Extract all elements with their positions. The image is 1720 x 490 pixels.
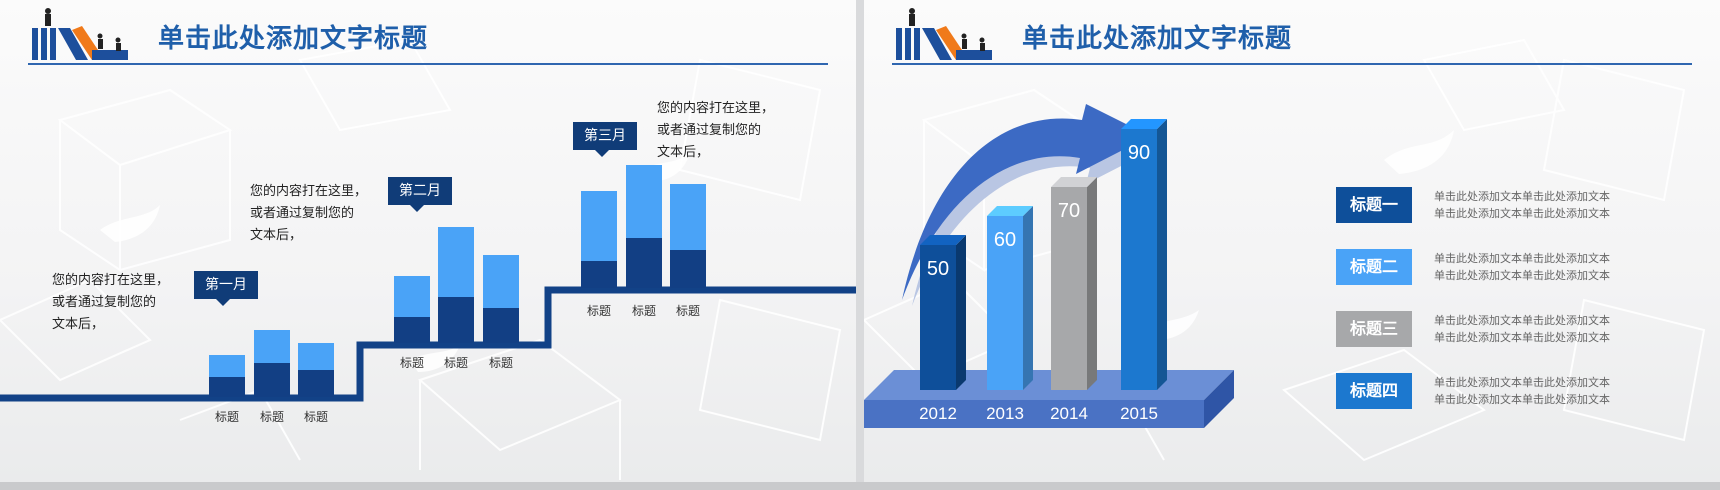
month-tag-1: 第一月 (194, 271, 258, 306)
bar-g1-1 (209, 355, 245, 397)
bar-g3-2 (626, 165, 662, 288)
bar-cap-2014 (1051, 177, 1097, 187)
growth-arrow-icon (902, 104, 1150, 300)
bar-2012 (920, 245, 956, 390)
legend-desc-4: 单击此处添加文本单击此处添加文本 单击此处添加文本单击此处添加文本 (1434, 376, 1610, 406)
bar-label: 标题 (214, 410, 239, 424)
category-label: 2015 (1120, 404, 1158, 423)
platform-side (1204, 370, 1234, 428)
bar-g1-2 (254, 330, 290, 397)
bar-value-label: 60 (994, 229, 1016, 251)
bar-2014 (1051, 187, 1087, 390)
bar-label: 标题 (488, 356, 513, 370)
growth-chart: 50 2012 60 2013 70 2014 90 2015 (864, 104, 1234, 428)
bar-label: 标题 (303, 410, 328, 424)
bar-label: 标题 (443, 356, 468, 370)
bar-label: 标题 (399, 356, 424, 370)
bar-label: 标题 (586, 304, 611, 318)
bar-g1-3 (298, 343, 334, 397)
bar-side-2015 (1157, 119, 1167, 390)
bar-side-2014 (1087, 177, 1097, 390)
bar-g2-2 (438, 227, 474, 343)
note-text-2: 您的内容打在这里， 或者通过复制您的 文本后， (250, 184, 368, 243)
bar-g3-3 (670, 184, 706, 288)
legend-desc-1: 单击此处添加文本单击此处添加文本 单击此处添加文本单击此处添加文本 (1434, 190, 1610, 220)
platform-front (864, 400, 1204, 428)
month-tag-3: 第三月 (573, 122, 637, 157)
bar-2015 (1121, 129, 1157, 390)
legend-item-1[interactable]: 标题一 (1336, 187, 1412, 223)
logo-icon (896, 8, 992, 60)
bar-g2-1 (394, 276, 430, 343)
bar-2013 (987, 216, 1023, 390)
bar-side-2013 (1023, 206, 1033, 390)
legend-item-2[interactable]: 标题二 (1336, 249, 1412, 285)
bar-label: 标题 (675, 304, 700, 318)
legend-item-3[interactable]: 标题三 (1336, 311, 1412, 347)
logo-icon (32, 8, 128, 60)
bar-value-label: 90 (1128, 142, 1150, 164)
category-label: 2014 (1050, 404, 1088, 423)
footer-strip (0, 482, 1720, 490)
bar-g3-1 (581, 191, 617, 288)
category-label: 2012 (919, 404, 957, 423)
platform-top (864, 370, 1234, 400)
bar-value-label: 70 (1058, 200, 1080, 222)
title-divider (892, 63, 1692, 65)
bar-value-label: 50 (927, 258, 949, 280)
slide-right: 单击此处添加文字标题 50 2012 60 2013 70 2014 90 2015 标题一 … (864, 0, 1720, 482)
note-text-1: 您的内容打在这里， 或者通过复制您的 文本后， (52, 273, 170, 332)
legend-desc-3: 单击此处添加文本单击此处添加文本 单击此处添加文本单击此处添加文本 (1434, 314, 1610, 344)
bar-side-2012 (956, 235, 966, 390)
bar-cap-2015 (1121, 119, 1167, 129)
bar-label: 标题 (631, 304, 656, 318)
staircase-line (0, 286, 856, 402)
category-label: 2013 (986, 404, 1024, 423)
bar-g2-3 (483, 255, 519, 343)
slide-left: 单击此处添加文字标题 您的内容打在这里， 或者通过复制您的 文本后， 您的内容打… (0, 0, 856, 482)
bar-label: 标题 (259, 410, 284, 424)
page-title[interactable]: 单击此处添加文字标题 (1022, 24, 1293, 54)
legend-item-4[interactable]: 标题四 (1336, 373, 1412, 409)
page-title[interactable]: 单击此处添加文字标题 (158, 24, 429, 54)
title-divider (28, 63, 828, 65)
bar-cap-2013 (987, 206, 1033, 216)
note-text-3: 您的内容打在这里， 或者通过复制您的 文本后， (657, 101, 775, 160)
bar-cap-2012 (920, 235, 966, 245)
month-tag-2: 第二月 (388, 177, 452, 212)
legend-desc-2: 单击此处添加文本单击此处添加文本 单击此处添加文本单击此处添加文本 (1434, 252, 1610, 282)
